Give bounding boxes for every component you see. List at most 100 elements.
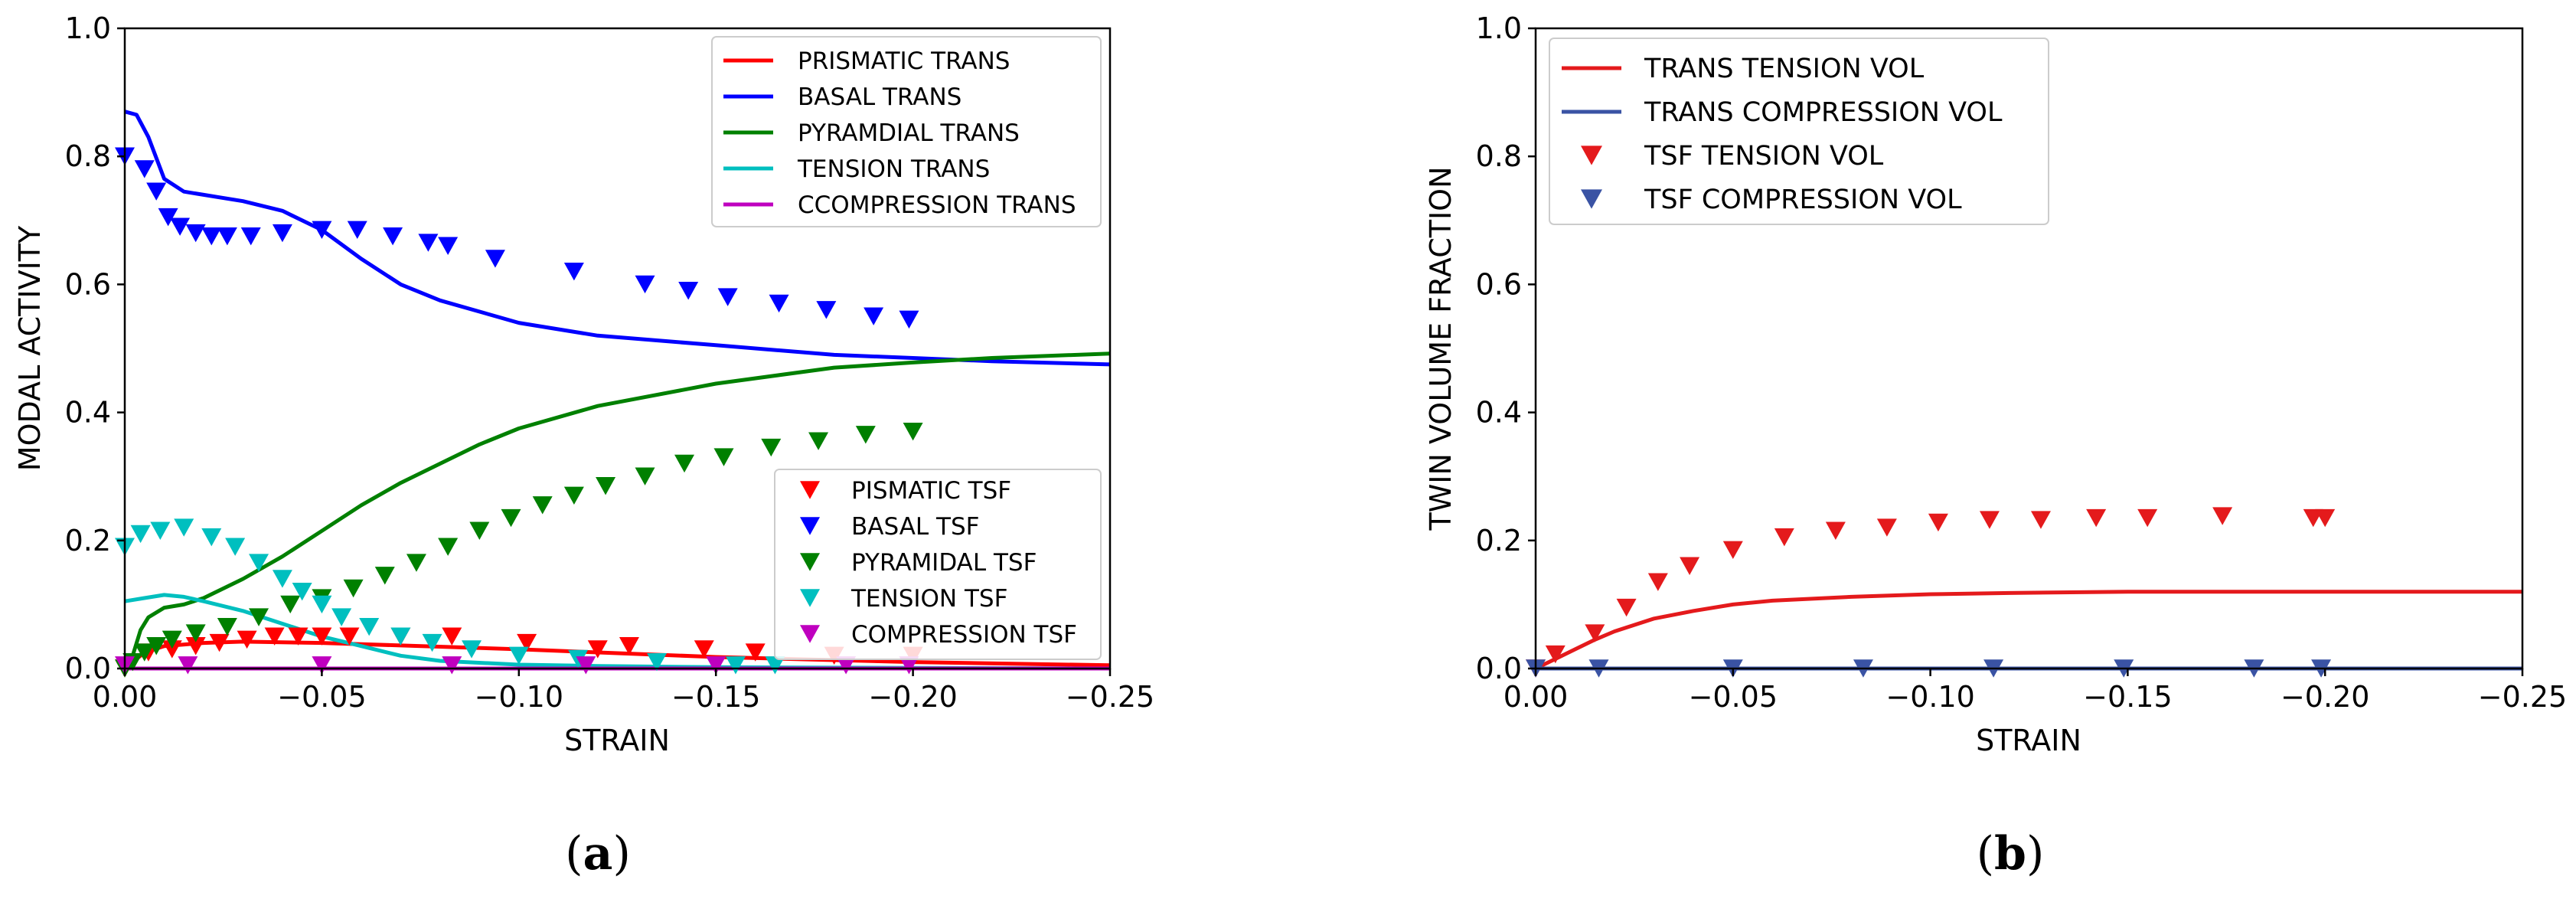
marker-point-tsf-tension-vol xyxy=(1928,513,1948,532)
marker-point-compression-tsf xyxy=(836,656,857,675)
marker-point-tension-tsf xyxy=(225,538,246,556)
marker-point-basal-tsf xyxy=(438,237,459,255)
marker-point-pyramidal-tsf xyxy=(501,508,521,528)
panel-b-x-tick-label: −0.25 xyxy=(2478,680,2567,714)
marker-point-pyramidal-tsf xyxy=(343,579,364,598)
panel-a-x-tick-label: −0.15 xyxy=(671,680,760,714)
marker-point-pismatic-tsf xyxy=(162,640,182,659)
marker-point-tension-tsf xyxy=(201,528,222,547)
legend-marker-swatch xyxy=(800,553,820,571)
marker-point-pyramidal-tsf xyxy=(438,538,459,556)
marker-point-pyramidal-tsf xyxy=(249,608,269,626)
marker-point-tension-tsf xyxy=(390,627,411,646)
marker-point-tension-tsf xyxy=(272,570,292,588)
marker-point-tension-tsf xyxy=(462,640,482,659)
panel-b-legend: TRANS TENSION VOL TRANS COMPRESSION VOL TS… xyxy=(1549,38,2049,225)
panel-b-x-tick-label: 0.00 xyxy=(1503,680,1569,714)
marker-point-tension-tsf xyxy=(725,656,746,675)
panel-b-y-tick-label: 0.4 xyxy=(1476,396,1522,430)
series-line-basal-trans xyxy=(124,110,1111,367)
legend-line-label: TENSION TRANS xyxy=(797,155,990,183)
marker-point-pismatic-tsf xyxy=(517,633,537,652)
panel-a-plot-frame xyxy=(123,27,1112,670)
marker-point-pyramidal-tsf xyxy=(280,595,301,614)
marker-point-pyramidal-tsf xyxy=(146,637,167,655)
marker-point-pismatic-tsf xyxy=(442,627,462,646)
marker-point-tsf-tension-vol xyxy=(1722,541,1743,560)
marker-point-tsf-tension-vol xyxy=(2086,508,2107,528)
legend-line-label: BASAL TRANS xyxy=(798,83,962,111)
marker-point-tsf-tension-vol xyxy=(1647,573,1668,591)
legend-label: TRANS TENSION VOL xyxy=(1644,54,1925,84)
panel-a-ticks: 0.00 −0.05 −0.10 −0.15 −0.20 −0.25 0.0 0.2 0.4 0.… xyxy=(65,11,1155,714)
marker-point-tsf-tension-vol xyxy=(2212,507,2233,525)
legend-marker-label: PISMATIC TSF xyxy=(851,477,1011,505)
legend-label: TSF COMPRESSION VOL xyxy=(1644,185,1962,215)
legend-marker-swatch xyxy=(800,625,820,643)
marker-point-tsf-tension-vol xyxy=(2030,511,2051,529)
marker-point-basal-tsf xyxy=(485,250,505,268)
legend-line-label: PYRAMDIAL TRANS xyxy=(798,119,1020,147)
marker-point-basal-tsf xyxy=(717,288,738,306)
legend-marker-label: TENSION TSF xyxy=(851,585,1007,613)
marker-point-pyramidal-tsf xyxy=(563,486,584,505)
panel-a-x-tick-label: 0.00 xyxy=(93,680,158,714)
legend-line-label: CCOMPRESSION TRANS xyxy=(798,191,1076,219)
legend-marker-swatch xyxy=(800,481,820,499)
marker-point-tsf-tension-vol xyxy=(1680,557,1700,575)
marker-point-basal-tsf xyxy=(347,221,367,240)
marker-point-pyramidal-tsf xyxy=(855,426,876,444)
legend-marker-swatch xyxy=(800,589,820,607)
marker-point-tension-tsf xyxy=(508,646,529,665)
panel-a-y-axis-label: MODAL ACTIVITY xyxy=(13,225,47,471)
marker-point-compression-tsf xyxy=(312,656,332,675)
legend-label: TRANS COMPRESSION VOL xyxy=(1644,97,2003,128)
marker-point-pyramidal-tsf xyxy=(217,617,237,636)
marker-point-basal-tsf xyxy=(158,208,178,227)
marker-point-basal-tsf xyxy=(146,182,167,201)
marker-point-pyramidal-tsf xyxy=(903,422,923,441)
panel-a-x-tick-label: −0.10 xyxy=(475,680,563,714)
panel-a-x-tick-label: −0.25 xyxy=(1066,680,1154,714)
marker-point-basal-tsf xyxy=(201,227,222,246)
marker-point-basal-tsf xyxy=(312,221,332,240)
marker-point-tension-tsf xyxy=(174,518,194,537)
marker-point-pyramidal-tsf xyxy=(406,554,426,572)
marker-point-tsf-tension-vol xyxy=(1774,528,1794,547)
legend-marker-label: PYRAMIDAL TSF xyxy=(851,549,1037,577)
marker-point-compression-tsf xyxy=(576,656,596,675)
marker-point-pismatic-tsf xyxy=(312,627,332,646)
panel-a-legend-lines: PRISMATIC TRANS BASAL TRANS PYRAMDIAL TRAN… xyxy=(711,36,1102,227)
panel-a-y-tick-label: 1.0 xyxy=(65,11,111,45)
marker-point-basal-tsf xyxy=(272,224,292,243)
marker-point-compression-tsf xyxy=(442,656,462,675)
panel-b-x-tick-label: −0.20 xyxy=(2281,680,2369,714)
panel-a-chart: 0.00 −0.05 −0.10 −0.15 −0.20 −0.25 0.0 0.2 0.4 0.… xyxy=(13,11,1154,881)
panel-b-x-axis-label: STRAIN xyxy=(1976,724,2081,757)
panel-b-y-tick-label: 0.2 xyxy=(1476,524,1522,557)
panel-b-plot-frame xyxy=(1534,27,2524,670)
marker-point-pyramidal-tsf xyxy=(532,496,553,515)
panel-b-x-tick-label: −0.15 xyxy=(2083,680,2172,714)
marker-point-pismatic-tsf xyxy=(185,637,206,655)
marker-point-basal-tsf xyxy=(170,217,191,236)
series-line-pyramdial-trans xyxy=(122,351,1111,670)
marker-point-tsf-tension-vol xyxy=(1545,645,1566,664)
marker-point-compression-tsf xyxy=(899,656,919,675)
panel-b-y-tick-label: 0.6 xyxy=(1476,267,1522,301)
panel-a-y-tick-label: 0.2 xyxy=(65,524,111,557)
marker-point-basal-tsf xyxy=(635,275,655,294)
legend-line-label: PRISMATIC TRANS xyxy=(798,47,1010,75)
marker-point-pyramidal-tsf xyxy=(808,432,829,450)
marker-point-pyramidal-tsf xyxy=(674,454,695,473)
marker-point-tsf-tension-vol xyxy=(1585,624,1605,642)
panel-b-y-tick-label: 0.0 xyxy=(1476,652,1522,685)
legend-marker-swatch xyxy=(1581,189,1602,209)
series-line-trans-tension-vol xyxy=(1534,590,2522,671)
marker-point-basal-tsf xyxy=(418,234,439,252)
legend-label: TSF TENSION VOL xyxy=(1644,141,1884,172)
panel-b-caption: (b) xyxy=(1977,827,2045,881)
marker-point-tension-tsf xyxy=(292,582,312,601)
marker-point-tension-tsf xyxy=(150,521,171,540)
